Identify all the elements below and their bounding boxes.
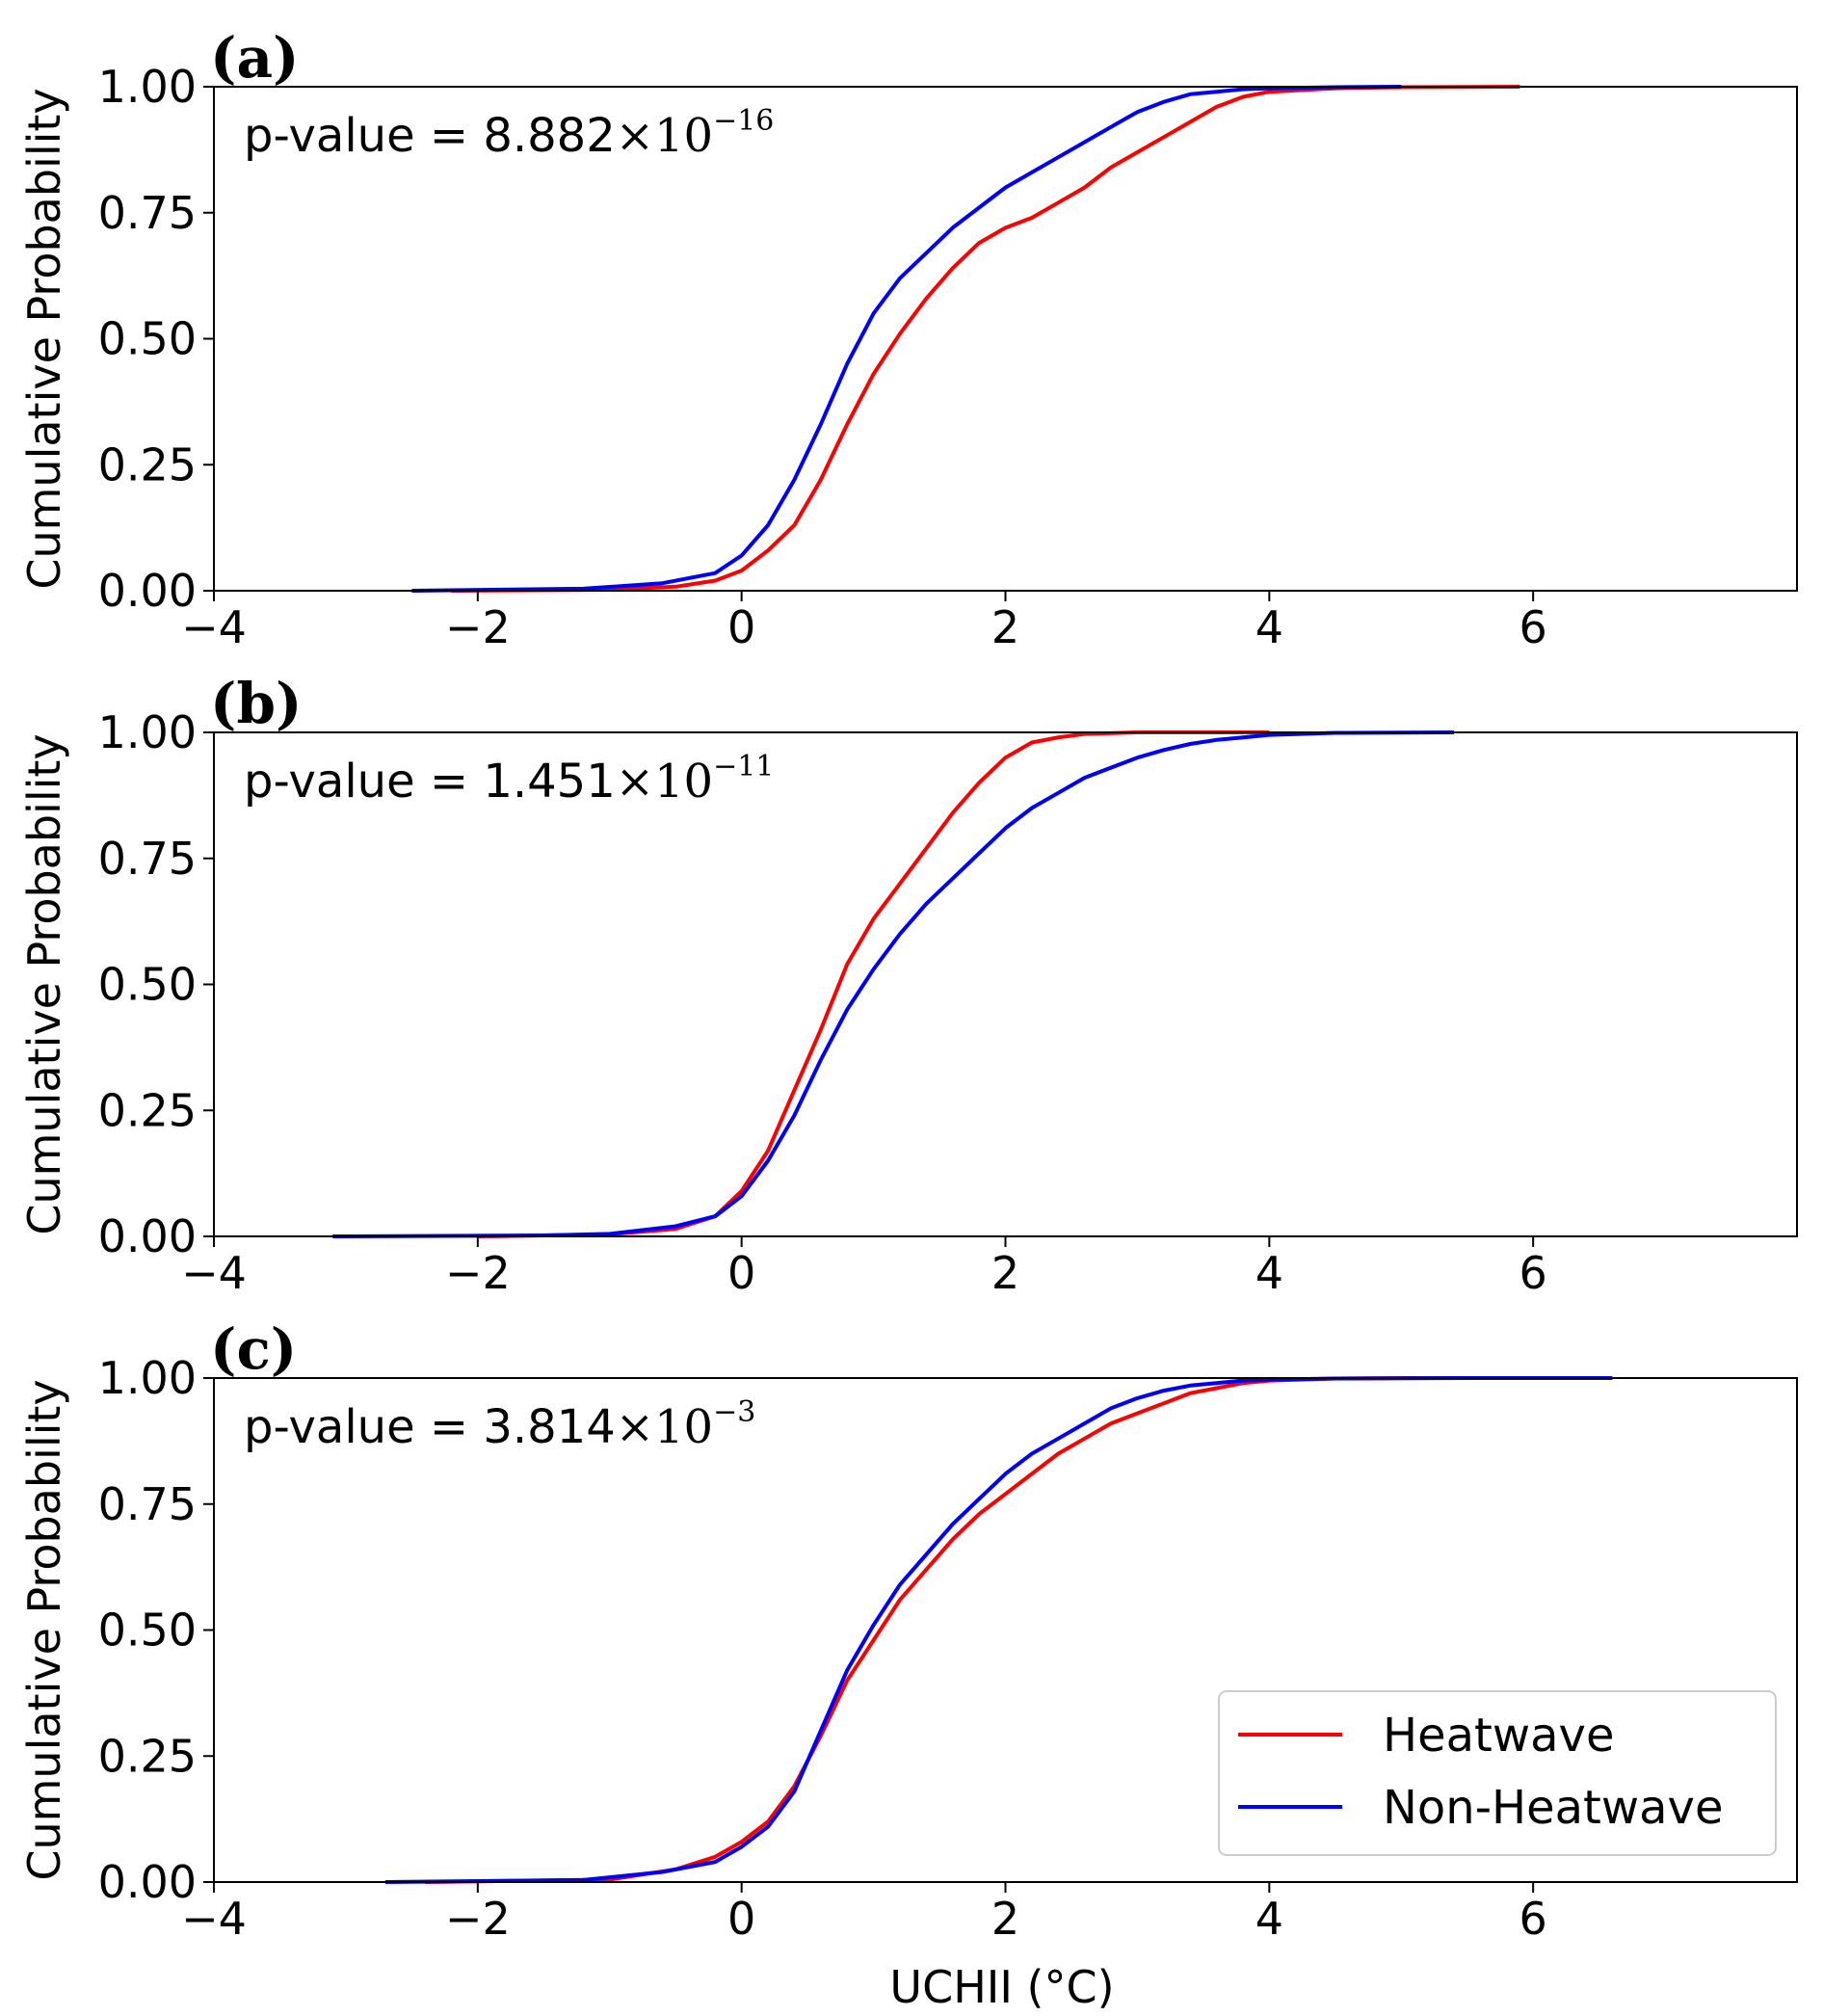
y-axis-label: Cumulative Probability — [18, 1379, 70, 1880]
x-tick-label: 4 — [1255, 1893, 1283, 1945]
x-tick-label: −2 — [445, 1893, 511, 1945]
x-tick-label: 6 — [1519, 1247, 1547, 1299]
panel-label: (b) — [210, 671, 302, 736]
p-value-annotation: p-value = 8.882×10−16 — [244, 104, 774, 163]
panel-label: (c) — [210, 1316, 297, 1382]
x-tick-label: 6 — [1519, 601, 1547, 653]
y-tick-label: 0.00 — [98, 1210, 197, 1262]
heatwave-line — [451, 85, 1520, 593]
panel-b: (b) Cumulative Probability −4 −2 0 2 4 6 0.00 0.2… — [18, 671, 1798, 1299]
y-tick-label: 0.75 — [98, 1478, 197, 1530]
x-tick-label: 2 — [991, 601, 1019, 653]
p-value-annotation: p-value = 1.451×10−11 — [244, 750, 774, 809]
y-tick-label: 1.00 — [98, 1352, 197, 1404]
x-tick-label: 0 — [727, 1247, 755, 1299]
legend-label: Heatwave — [1383, 1709, 1614, 1763]
y-tick-label: 0.75 — [98, 187, 197, 239]
legend-box — [1218, 1690, 1777, 1856]
y-tick-label: 0.00 — [98, 565, 197, 617]
y-tick-label: 0.50 — [98, 959, 197, 1011]
y-tick-label: 1.00 — [98, 61, 197, 113]
y-tick-label: 1.00 — [98, 706, 197, 758]
non-heatwave-line — [384, 1376, 1613, 1884]
legend-label: Non-Heatwave — [1383, 1781, 1723, 1835]
p-value-annotation: p-value = 3.814×10−3 — [244, 1395, 755, 1454]
y-axis-label: Cumulative Probability — [18, 88, 70, 589]
non-heatwave-line — [411, 85, 1402, 593]
legend: Heatwave Non-Heatwave — [1218, 1690, 1777, 1856]
y-tick-label: 0.75 — [98, 833, 197, 885]
panel-a: (a) Cumulative Probability −4 −2 0 2 4 6 0.00 0.2… — [18, 25, 1798, 653]
x-tick-label: 2 — [991, 1893, 1019, 1945]
non-heatwave-line — [332, 730, 1455, 1238]
x-axis-label: UCHII (°C) — [889, 1961, 1114, 2013]
x-tick-label: 0 — [727, 1893, 755, 1945]
y-tick-label: 0.25 — [98, 1084, 197, 1136]
panel-c: (c) Cumulative Probability −4 −2 0 2 4 6 0.00 0.2… — [18, 1316, 1798, 1945]
x-tick-label: 4 — [1255, 601, 1283, 653]
y-axis-label: Cumulative Probability — [18, 733, 70, 1234]
x-tick-label: 0 — [727, 601, 755, 653]
x-tick-label: −4 — [181, 1247, 247, 1299]
panel-label: (a) — [210, 25, 299, 91]
x-tick-label: 6 — [1519, 1893, 1547, 1945]
x-tick-label: −2 — [445, 601, 511, 653]
x-tick-label: −4 — [181, 601, 247, 653]
x-tick-label: 4 — [1255, 1247, 1283, 1299]
y-tick-label: 0.50 — [98, 313, 197, 365]
y-tick-label: 0.00 — [98, 1856, 197, 1908]
x-tick-label: −4 — [181, 1893, 247, 1945]
heatwave-line — [425, 1376, 1534, 1884]
x-tick-label: −2 — [445, 1247, 511, 1299]
y-tick-label: 0.25 — [98, 1730, 197, 1782]
y-tick-label: 0.50 — [98, 1605, 197, 1657]
y-tick-label: 0.25 — [98, 438, 197, 491]
x-tick-label: 2 — [991, 1247, 1019, 1299]
